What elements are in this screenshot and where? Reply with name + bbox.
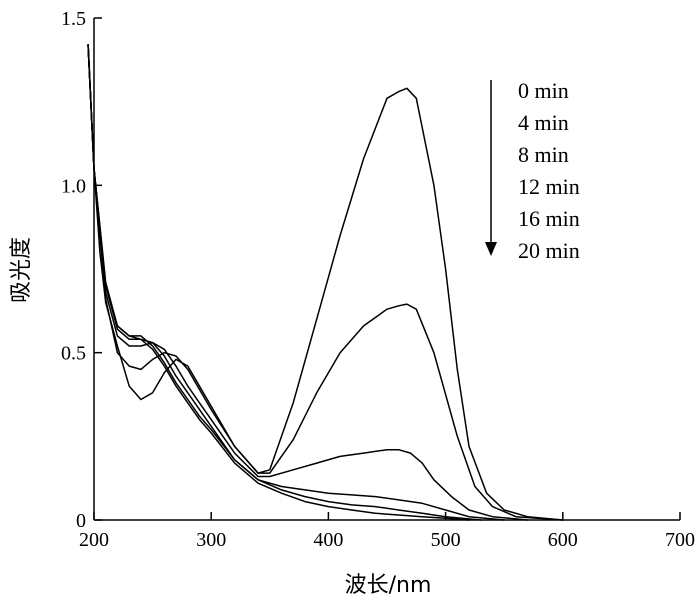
x-tick-label: 400 [313,529,343,551]
series-layer [87,44,564,521]
y-tick-label: 0 [76,510,86,532]
legend-label: 0 min [518,78,569,103]
legend-label: 4 min [518,110,569,135]
legend-label: 20 min [518,238,580,263]
series-line-4-min [87,44,564,521]
legend: 0 min 4 min 8 min 12 min 16 min 20 min [485,78,580,263]
series-line-8-min [87,44,529,521]
x-tick-label: 600 [548,529,578,551]
legend-label: 8 min [518,142,569,167]
x-axis-title: 波长/nm [345,573,432,598]
legend-label: 12 min [518,174,580,199]
plot-frame [93,18,680,521]
series-line-16-min [87,44,482,521]
x-tick-label: 200 [79,529,109,551]
legend-arrow-head-icon [485,242,497,256]
x-tick-label: 300 [196,529,226,551]
series-line-20-min [87,44,470,521]
x-tick-label: 500 [431,529,461,551]
x-tick-label: 700 [665,529,695,551]
series-line-12-min [87,44,505,521]
ticks-layer: 200 300 400 500 600 700 0 0.5 1.0 1.5 [61,8,695,551]
legend-label: 16 min [518,206,580,231]
y-axis-title: 吸光度 [9,237,34,303]
series-line-0-min [87,44,564,521]
y-tick-label: 1.5 [61,8,86,30]
y-tick-label: 0.5 [61,343,86,365]
y-tick-label: 1.0 [61,175,86,197]
